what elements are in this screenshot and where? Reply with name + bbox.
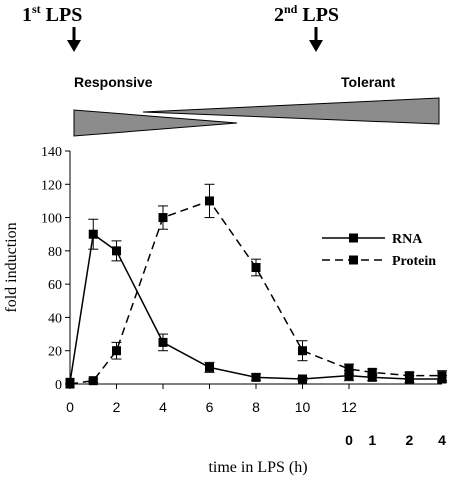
y-tick-label: 140 — [41, 145, 62, 160]
x-tick-label-second-lps: 0 — [345, 432, 353, 448]
data-point-protein — [251, 263, 261, 272]
data-point-protein — [404, 371, 414, 381]
data-point-protein — [437, 371, 447, 381]
x-tick-label: 0 — [66, 399, 74, 415]
x-tick-label-second-lps: 4 — [438, 432, 446, 448]
y-tick-label: 60 — [48, 278, 62, 293]
y-tick-label: 0 — [55, 378, 62, 393]
first-lps-superscript: st — [32, 2, 41, 16]
legend-marker-protein — [349, 255, 358, 265]
legend-label-protein: Protein — [392, 254, 436, 269]
data-point-protein — [158, 213, 168, 223]
data-point-rna — [205, 362, 214, 372]
data-point-rna — [112, 246, 121, 256]
tolerant-wedge — [142, 97, 440, 125]
x-tick-label: 8 — [252, 399, 260, 415]
data-point-rna — [251, 372, 261, 382]
y-tick-label: 100 — [41, 212, 62, 227]
data-point-rna — [367, 372, 377, 382]
data-point-protein — [112, 346, 121, 356]
data-point-rna — [344, 371, 354, 381]
x-tick-label-second-lps: 2 — [406, 432, 414, 448]
first-lps-arrow — [67, 27, 81, 52]
data-point-protein — [88, 376, 98, 386]
y-tick-label: 80 — [48, 245, 62, 260]
first-lps-text: LPS — [41, 4, 83, 26]
x-tick-label-second-lps: 1 — [368, 432, 376, 448]
x-tick-label: 4 — [159, 399, 167, 415]
legend-marker-rna — [349, 233, 358, 243]
series-rna — [65, 218, 447, 387]
x-tick-label: 10 — [295, 399, 311, 415]
data-point-rna — [158, 337, 168, 347]
data-point-rna — [298, 374, 307, 384]
y-axis-title: fold induction — [3, 222, 20, 312]
data-point-protein — [205, 196, 214, 206]
legend: RNA Protein — [322, 232, 436, 269]
second-lps-arrow — [309, 27, 323, 52]
series-line-protein — [69, 200, 442, 385]
x-tick-label: 12 — [341, 399, 357, 415]
first-lps-label: 1st LPS — [22, 2, 82, 26]
series-layer — [65, 183, 447, 389]
x-tick-label: 6 — [206, 399, 214, 415]
data-point-protein — [298, 346, 307, 356]
data-point-protein — [65, 379, 75, 389]
responsive-wedge — [73, 109, 238, 137]
series-line-rna — [69, 232, 442, 383]
data-point-protein — [344, 364, 354, 374]
second-lps-text: LPS — [297, 4, 339, 26]
y-tick-label: 40 — [48, 311, 62, 326]
x-tick-label: 2 — [113, 399, 121, 415]
y-tick-label: 20 — [48, 345, 62, 360]
data-point-rna — [88, 229, 98, 239]
series-protein — [65, 183, 447, 389]
responsive-label: Responsive — [74, 74, 153, 90]
legend-label-rna: RNA — [392, 232, 423, 247]
y-tick-label: 120 — [41, 178, 62, 193]
first-lps-number: 1 — [22, 4, 32, 26]
second-lps-label: 2nd LPS — [274, 2, 339, 26]
x-axis-title: time in LPS (h) — [208, 459, 307, 476]
tolerant-label: Tolerant — [341, 74, 396, 90]
y-axis: 0 20 40 60 80 100 120 140 — [41, 145, 71, 393]
data-point-protein — [367, 367, 377, 377]
second-lps-number: 2 — [274, 4, 284, 26]
x-axis: 0 2 4 6 8 10 120 1 2 4 — [66, 383, 446, 448]
second-lps-superscript: nd — [284, 2, 298, 16]
